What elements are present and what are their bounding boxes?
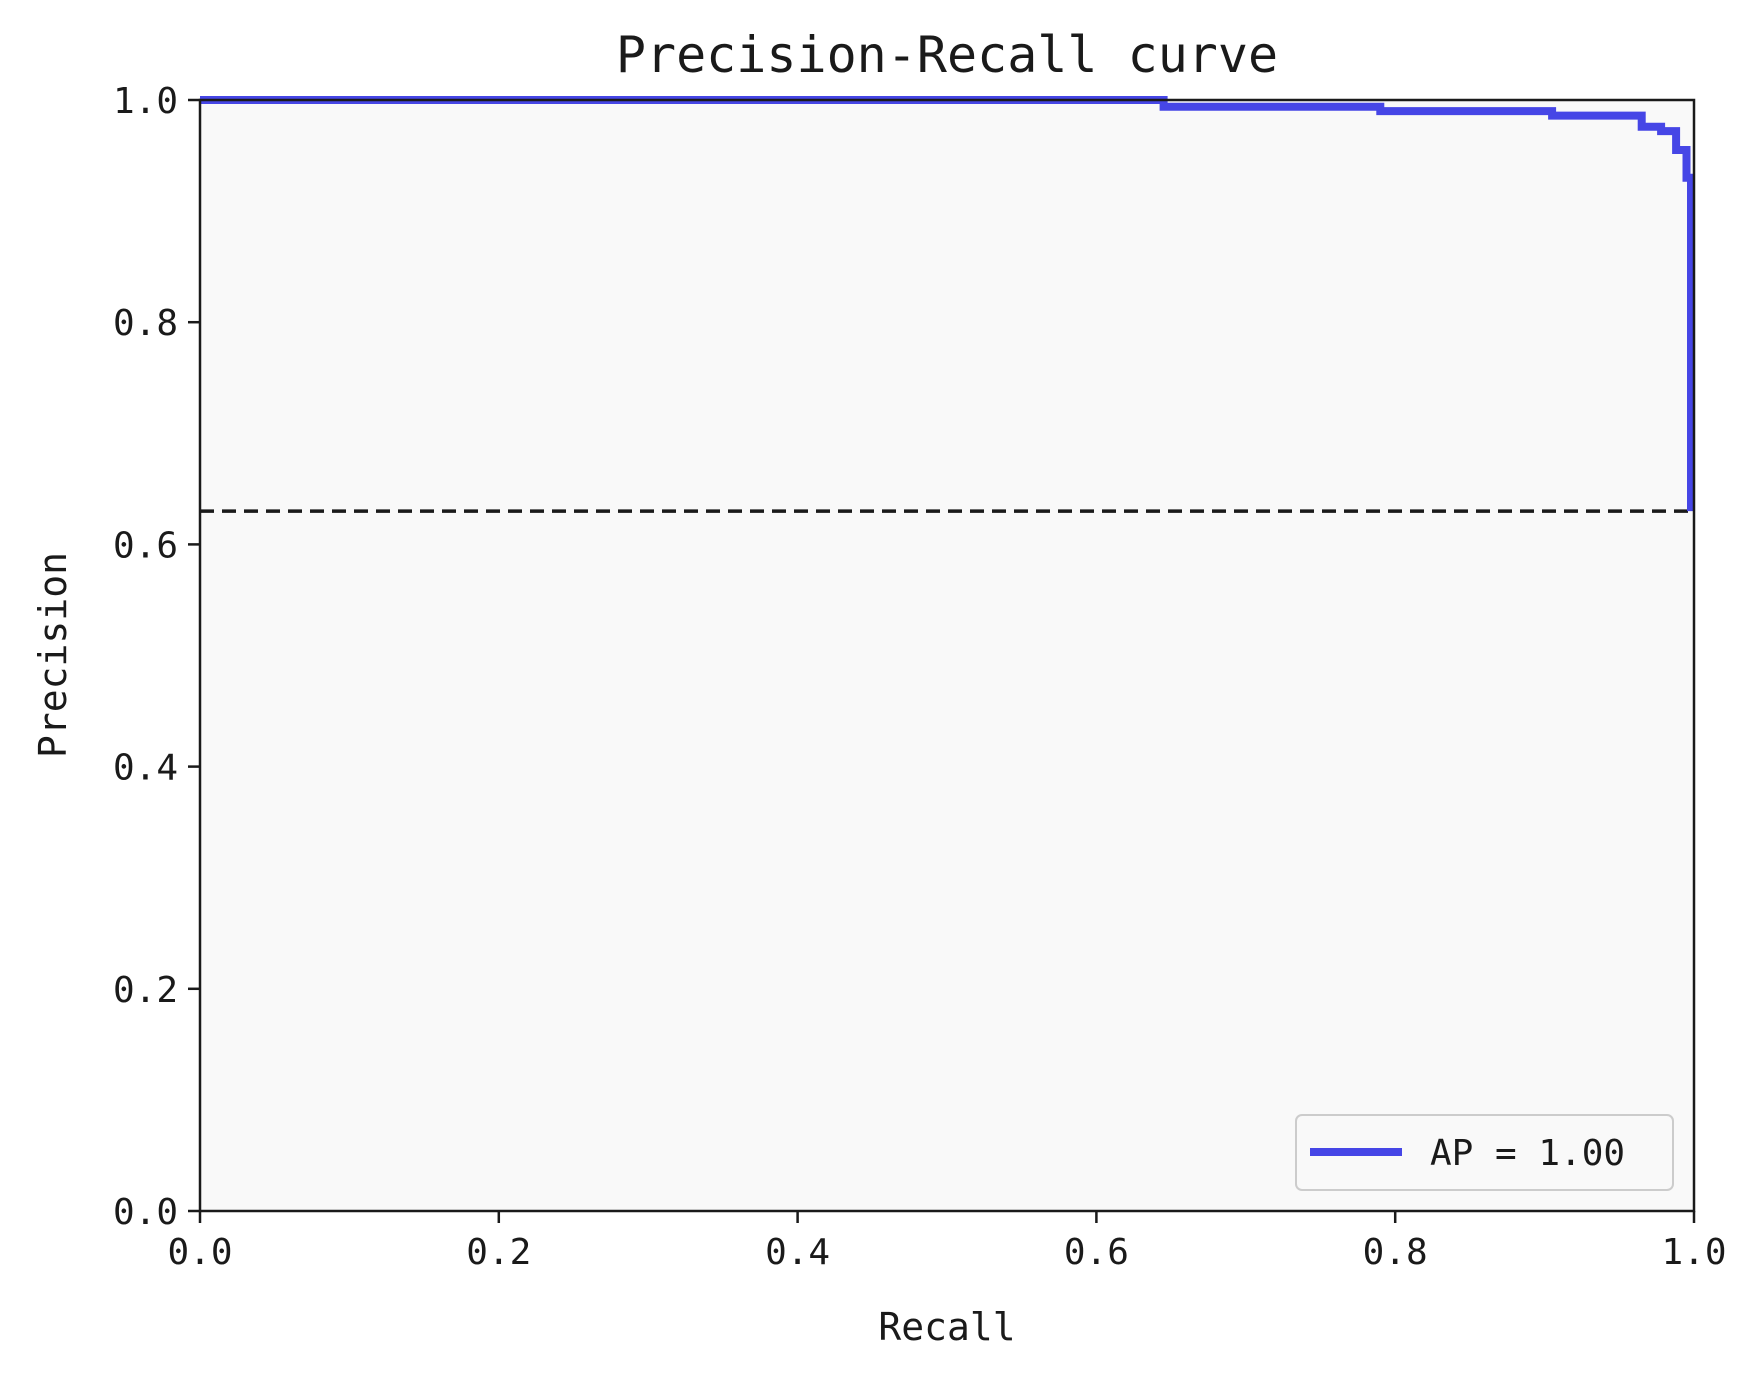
- y-axis-label: Precision: [31, 552, 75, 758]
- x-tick-label: 0.0: [167, 1232, 232, 1273]
- y-tick-label: 0.4: [113, 748, 178, 789]
- series-line-0: [200, 96, 1695, 512]
- plot-area: [200, 100, 1694, 1211]
- y-tick-label: 0.2: [113, 970, 178, 1011]
- x-axis-ticks: 0.0 0.2 0.4 0.6 0.8 1.0: [167, 1211, 1727, 1273]
- y-tick-label: 0.0: [113, 1192, 178, 1233]
- x-axis-label: Recall: [878, 1305, 1015, 1349]
- plot-frame: [198, 98, 1696, 1213]
- x-tick-label: 0.8: [1363, 1232, 1428, 1273]
- y-tick-label: 1.0: [113, 81, 178, 122]
- chart-title: Precision-Recall curve: [616, 26, 1278, 84]
- y-tick-label: 0.8: [113, 303, 178, 344]
- legend-box: [1295, 1114, 1674, 1191]
- x-tick-label: 0.2: [466, 1232, 531, 1273]
- y-tick-label: 0.6: [113, 525, 178, 566]
- series-layer: [200, 96, 1695, 512]
- y-axis-ticks: 0.0 0.2 0.4 0.6 0.8 1.0: [113, 81, 200, 1233]
- legend: AP = 1.00: [1295, 1114, 1674, 1191]
- x-tick-label: 0.4: [765, 1232, 830, 1273]
- x-tick-label: 1.0: [1661, 1232, 1726, 1273]
- legend-label: AP = 1.00: [1430, 1133, 1625, 1174]
- x-tick-label: 0.6: [1064, 1232, 1129, 1273]
